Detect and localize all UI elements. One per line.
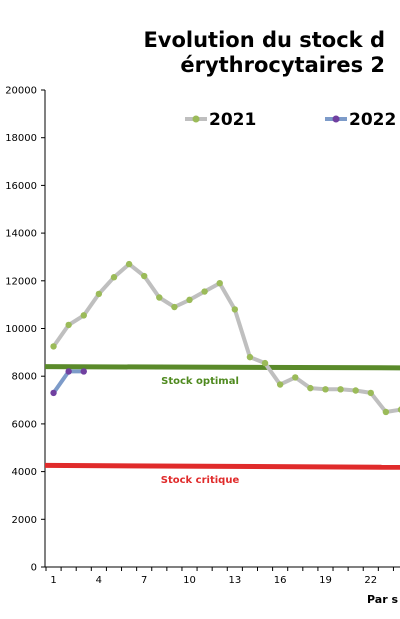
legend-marker — [192, 115, 200, 123]
legend-label: 2022 — [349, 110, 396, 130]
reference-line-label: Stock critique — [161, 475, 240, 486]
reference-line-label: Stock optimal — [161, 376, 239, 387]
data-point — [231, 306, 239, 313]
x-tick-label: 16 — [274, 575, 287, 586]
x-tick-label: 19 — [319, 575, 332, 586]
chart-title-line-1: Evolution du stock d — [143, 28, 385, 52]
data-point — [110, 274, 118, 281]
reference-line — [44, 462, 400, 470]
x-tick-label: 10 — [183, 575, 196, 586]
data-point — [322, 386, 329, 393]
x-tick-label: 13 — [228, 575, 241, 586]
x-tick-label: 1 — [50, 575, 56, 586]
data-point — [367, 389, 374, 397]
y-tick-label: 0 — [31, 563, 37, 574]
data-point — [352, 387, 359, 394]
legend-label: 2021 — [209, 110, 256, 130]
data-point — [397, 406, 400, 413]
y-tick-label: 10000 — [5, 324, 37, 335]
data-point — [80, 368, 87, 375]
data-point — [171, 303, 178, 311]
legend: 2021 2022 — [185, 110, 396, 130]
data-point — [156, 294, 163, 301]
x-tick-label: 7 — [141, 575, 147, 586]
data-point — [50, 343, 57, 350]
x-tick-label: 22 — [364, 575, 377, 586]
y-tick-label: 6000 — [12, 419, 37, 430]
data-point — [140, 272, 148, 280]
data-point — [186, 296, 193, 304]
data-point — [65, 321, 72, 329]
data-point — [337, 386, 344, 393]
data-point — [246, 353, 254, 361]
y-tick-label: 16000 — [5, 181, 37, 192]
x-axis-label: Par s — [367, 593, 398, 606]
y-tick-label: 14000 — [5, 229, 37, 240]
axes: 0 2000 4000 6000 8000 10000 12000 14000 16000 180… — [5, 86, 400, 586]
y-tick-label: 20000 — [5, 86, 37, 97]
data-point — [382, 408, 390, 416]
series-line — [51, 262, 400, 414]
y-tick-label: 12000 — [5, 276, 37, 287]
data-point — [125, 260, 133, 268]
data-point — [292, 374, 299, 381]
reference-lines: Stock optimal Stock critique — [44, 364, 400, 486]
data-point — [307, 384, 314, 392]
x-tick-label: 4 — [96, 575, 102, 586]
data-point — [276, 381, 284, 388]
data-point — [216, 279, 223, 287]
y-tick-label: 2000 — [12, 515, 37, 526]
data-point — [201, 288, 208, 295]
y-tick-label: 18000 — [5, 133, 37, 144]
data-point — [80, 312, 87, 319]
y-tick-label: 8000 — [12, 372, 37, 383]
data-point — [65, 368, 72, 375]
series-group — [50, 260, 400, 416]
data-point — [50, 389, 57, 397]
legend-marker — [332, 115, 340, 123]
data-point — [261, 359, 269, 367]
y-tick-label: 4000 — [12, 467, 37, 478]
data-point — [95, 290, 103, 298]
chart-title-line-2: érythrocytaires 2 — [180, 53, 385, 77]
reference-line — [44, 364, 400, 371]
